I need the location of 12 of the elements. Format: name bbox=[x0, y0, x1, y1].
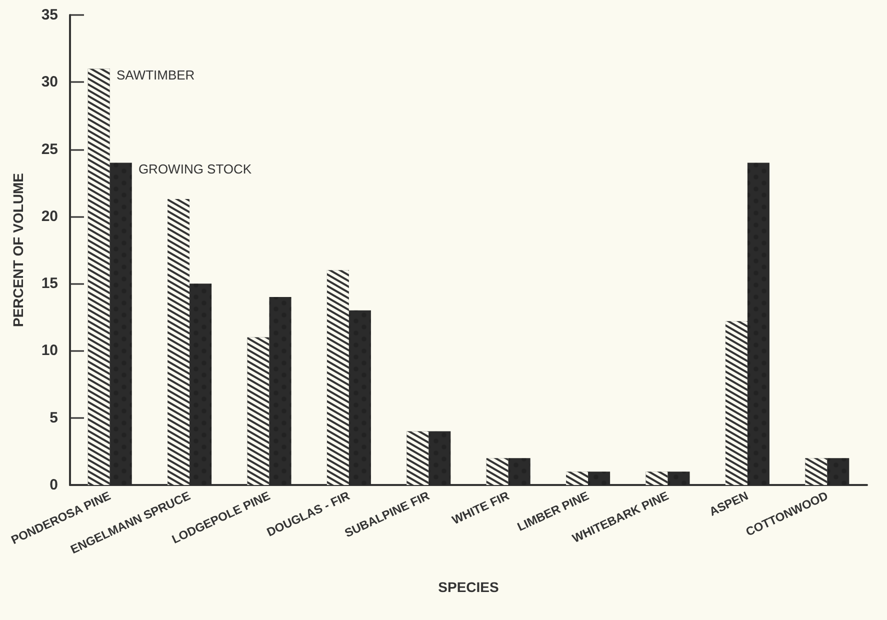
y-tick-label: 10 bbox=[41, 342, 58, 360]
y-tick-label: 25 bbox=[41, 140, 58, 158]
y-tick-label: 30 bbox=[41, 74, 58, 91]
series-label: SAWTIMBER bbox=[116, 68, 195, 83]
y-tick-label: 20 bbox=[41, 208, 58, 225]
series-label: GROWING STOCK bbox=[138, 162, 252, 177]
y-tick-label: 0 bbox=[50, 476, 58, 494]
x-axis-title: SPECIES bbox=[438, 579, 499, 595]
y-tick-label: 5 bbox=[50, 409, 58, 426]
y-tick-label: 35 bbox=[41, 6, 58, 24]
y-tick-label: 15 bbox=[41, 275, 58, 292]
y-axis-title: PERCENT OF VOLUME bbox=[10, 172, 26, 328]
